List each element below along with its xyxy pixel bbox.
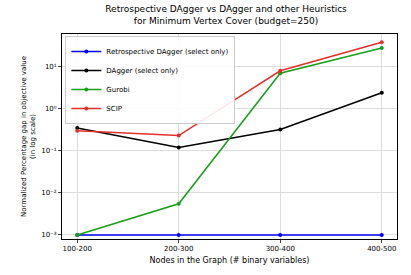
svg-text:300-400: 300-400 [266,245,295,253]
svg-text:10¹: 10¹ [45,63,57,71]
svg-text:10⁰: 10⁰ [45,105,57,113]
svg-text:400-500: 400-500 [367,245,396,253]
svg-text:200-300: 200-300 [164,245,193,253]
svg-text:10⁻³: 10⁻³ [41,231,57,239]
svg-text:100-200: 100-200 [63,245,92,253]
svg-text:10⁻²: 10⁻² [41,189,57,197]
svg-text:Retrospective DAgger (select o: Retrospective DAgger (select only) [106,48,228,56]
svg-text:SCIP: SCIP [106,105,122,113]
svg-text:DAgger (select only): DAgger (select only) [106,67,178,75]
svg-text:Normalized Percentage gap in o: Normalized Percentage gap in objective v… [20,56,37,217]
svg-text:Nodes in the Graph (# binary v: Nodes in the Graph (# binary variables) [150,256,310,265]
svg-text:10⁻¹: 10⁻¹ [41,147,57,155]
svg-text:Retrospective DAgger vs DAgger: Retrospective DAgger vs DAgger and other… [105,4,347,26]
svg-text:Gurobi: Gurobi [106,86,129,94]
